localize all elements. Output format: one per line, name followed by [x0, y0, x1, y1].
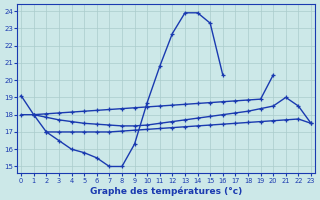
X-axis label: Graphe des températures (°c): Graphe des températures (°c)	[90, 186, 242, 196]
